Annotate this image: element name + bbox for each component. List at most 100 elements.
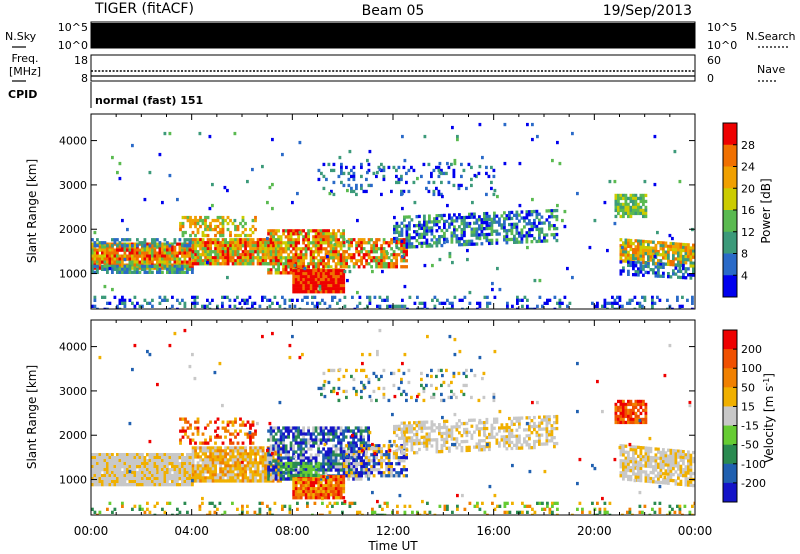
range-cell (173, 477, 177, 481)
range-cell (359, 459, 363, 463)
range-cell (390, 241, 393, 245)
range-cell (267, 453, 270, 457)
range-cell (334, 481, 338, 485)
range-cell (619, 256, 623, 260)
range-cell (297, 468, 300, 472)
range-cell (401, 304, 404, 308)
range-cell (352, 174, 356, 179)
range-cell (480, 221, 484, 225)
range-cell (221, 253, 225, 257)
range-cell (657, 250, 660, 254)
range-cell (108, 254, 112, 258)
range-cell (317, 444, 320, 448)
range-cell (403, 451, 406, 455)
range-cell (251, 259, 255, 263)
range-cell (141, 459, 144, 463)
range-cell (682, 242, 685, 247)
range-cell (277, 453, 280, 457)
range-cell (141, 260, 144, 264)
range-cell (191, 241, 195, 245)
range-cell (651, 298, 654, 302)
range-cell (309, 290, 313, 294)
range-cell (289, 459, 293, 463)
range-cell (324, 490, 328, 494)
range-cell (628, 301, 632, 305)
range-cell (637, 270, 640, 274)
range-cell (657, 241, 660, 245)
range-cell (261, 244, 265, 248)
range-cell (516, 301, 519, 305)
range-cell (229, 441, 232, 445)
range-cell (181, 251, 184, 255)
range-cell (470, 165, 473, 170)
range-cell (314, 468, 318, 472)
range-cell (221, 218, 225, 223)
range-cell (677, 254, 680, 258)
range-cell (433, 217, 436, 221)
range-cell (103, 241, 107, 245)
range-cell (136, 257, 139, 261)
range-cell (493, 229, 496, 233)
range-cell (287, 450, 290, 454)
range-cell (98, 248, 102, 252)
range-cell (239, 464, 242, 468)
range-cell (299, 250, 303, 254)
range-cell (226, 256, 230, 260)
range-cell (126, 474, 129, 478)
range-cell (246, 432, 250, 436)
range-cell (672, 263, 675, 267)
range-cell (296, 298, 299, 302)
range-cell (657, 271, 660, 275)
range-cell (360, 247, 363, 251)
range-cell (241, 449, 245, 453)
range-cell (540, 221, 544, 225)
range-cell (485, 226, 489, 231)
range-cell (219, 455, 222, 459)
range-cell (183, 248, 187, 252)
range-cell (453, 158, 457, 163)
range-cell (121, 301, 124, 305)
range-cell (289, 229, 293, 233)
range-cell (503, 229, 506, 233)
range-cell (226, 461, 230, 465)
range-cell (297, 471, 300, 475)
range-cell (339, 444, 343, 448)
range-cell (654, 252, 658, 257)
range-cell (158, 254, 162, 258)
range-cell (166, 468, 169, 472)
range-cell (344, 450, 348, 454)
range-cell (297, 256, 300, 260)
range-cell (181, 221, 185, 226)
range-cell (312, 241, 315, 245)
range-cell (264, 259, 267, 263)
range-cell (314, 272, 318, 276)
range-cell (231, 452, 235, 456)
range-cell (256, 446, 260, 450)
range-cell (307, 275, 311, 279)
range-cell (216, 244, 220, 248)
range-cell (603, 304, 607, 308)
range-cell (334, 278, 338, 282)
range-cell (201, 441, 205, 445)
range-cell (400, 451, 404, 455)
range-cell (196, 476, 200, 480)
range-cell (131, 251, 134, 255)
range-cell (231, 221, 235, 226)
range-cell (259, 250, 262, 254)
range-cell (103, 477, 107, 481)
range-cell (138, 477, 142, 481)
range-cell (189, 221, 192, 226)
range-cell (443, 234, 446, 239)
range-cell (111, 254, 114, 258)
range-cell (345, 453, 348, 457)
range-cell (327, 462, 330, 466)
range-cell (176, 459, 179, 463)
range-cell (367, 474, 371, 478)
range-cell (553, 227, 556, 231)
range-cell (168, 456, 172, 460)
range-cell (324, 432, 328, 436)
range-cell (528, 210, 531, 214)
range-cell (226, 470, 230, 474)
range-cell (485, 217, 489, 222)
